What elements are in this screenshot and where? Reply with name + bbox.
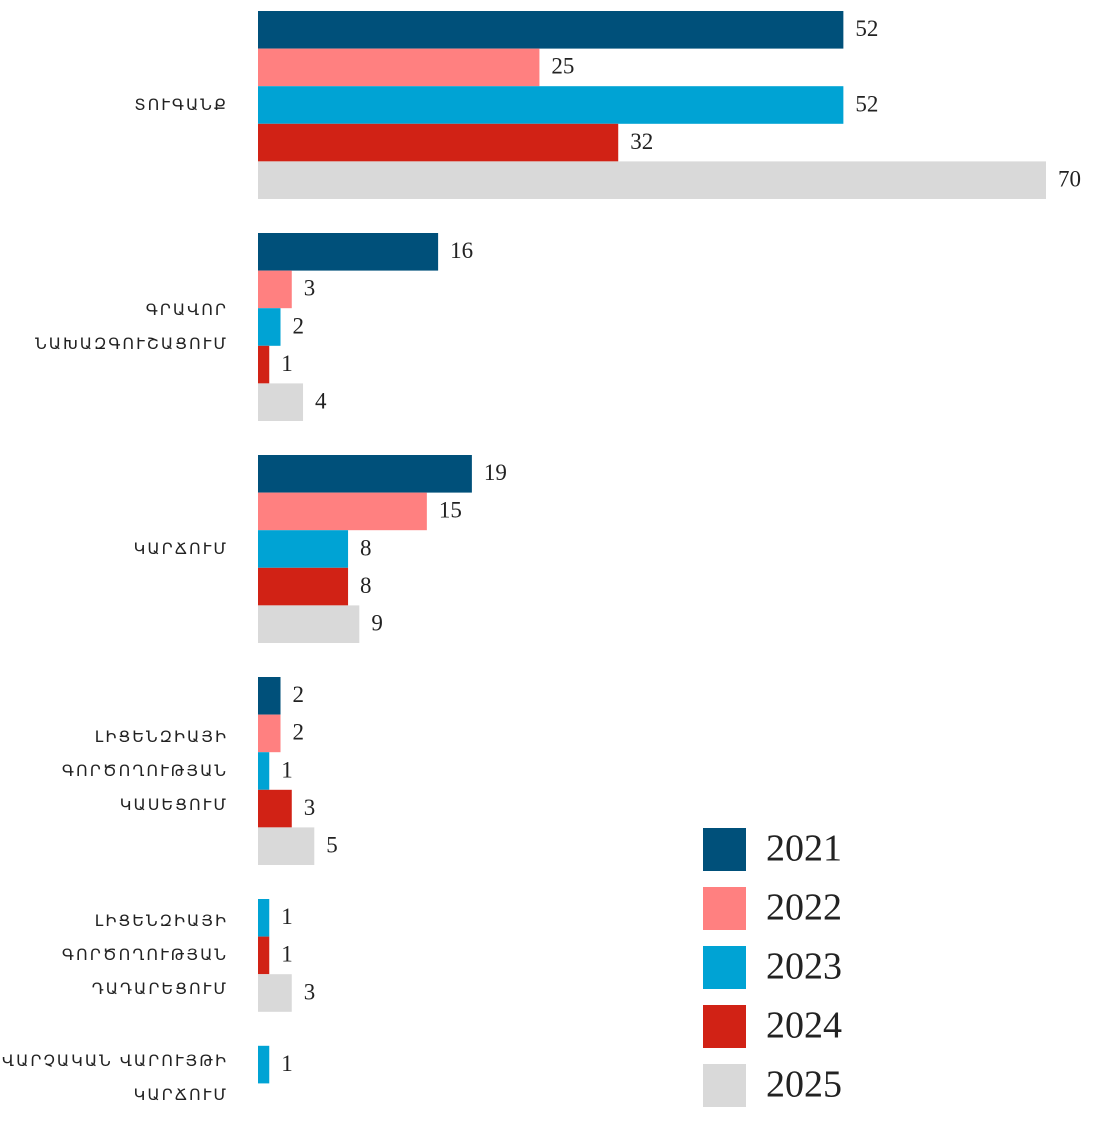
category-label: ՏՈՒԳԱՆՔ: [134, 95, 228, 114]
legend-label: 2025: [766, 1064, 842, 1106]
legend-label: 2022: [766, 887, 842, 929]
legend-swatch: [703, 828, 746, 871]
bar: [258, 11, 844, 49]
legend-swatch: [703, 946, 746, 989]
bar: [258, 974, 292, 1012]
value-label: 16: [450, 238, 473, 263]
bar: [258, 161, 1046, 199]
bar: [258, 899, 270, 937]
legend-label: 2024: [766, 1005, 842, 1047]
bar: [258, 233, 439, 271]
value-label: 1: [281, 904, 293, 929]
value-label: 4: [315, 388, 327, 413]
bar: [258, 123, 619, 162]
bar: [258, 714, 281, 753]
category-label: ԳՐԱՎՈՐ ՆԱԽԱԶԳՈՒՇԱՑՈՒՄ: [35, 300, 228, 353]
bar: [258, 530, 349, 568]
bar: [258, 789, 292, 828]
value-label: 3: [304, 795, 316, 820]
value-label: 32: [630, 129, 653, 154]
value-label: 1: [281, 1051, 293, 1076]
bar: [258, 752, 270, 790]
legend-swatch: [703, 887, 746, 930]
value-label: 52: [855, 91, 878, 116]
value-label: 15: [439, 498, 462, 523]
category-label: ԼԻՑԵՆԶԻԱՅԻ ԳՈՐԾՈՂՈՒԹՅԱՆ ԴԱԴԱՐԵՑՈՒՄ: [61, 911, 228, 999]
value-label: 8: [360, 535, 372, 560]
bar: [258, 270, 292, 309]
bar: [258, 455, 472, 493]
value-label: 70: [1058, 166, 1081, 191]
value-label: 25: [551, 54, 574, 79]
value-label: 2: [293, 720, 305, 745]
legend-label: 2023: [766, 946, 842, 988]
category-label: ՎԱՐՉԱԿԱՆ ՎԱՐՈՒՅԹԻ ԿԱՐՃՈՒՄ: [2, 1050, 228, 1104]
legend-swatch: [703, 1064, 746, 1107]
category-label: ԿԱՐՃՈՒՄ: [133, 539, 228, 558]
bar: [258, 86, 844, 124]
bar: [258, 308, 281, 346]
value-label: 5: [326, 832, 338, 857]
bar: [258, 1045, 270, 1084]
value-label: 2: [293, 313, 305, 338]
bar: [258, 492, 427, 531]
legend-label: 2021: [766, 828, 842, 870]
bar: [258, 567, 349, 606]
value-label: 9: [371, 610, 383, 635]
bar: [258, 383, 304, 421]
bar: [258, 345, 270, 384]
bar: [258, 605, 360, 643]
bar: [258, 48, 540, 87]
value-label: 52: [855, 16, 878, 41]
value-label: 19: [484, 460, 507, 485]
bar: [258, 677, 281, 715]
value-label: 3: [304, 276, 316, 301]
bar: [258, 827, 315, 865]
value-label: 2: [293, 682, 305, 707]
value-label: 3: [304, 979, 316, 1004]
bar: [258, 936, 270, 975]
value-label: 1: [281, 942, 293, 967]
legend-swatch: [703, 1005, 746, 1048]
category-label: ԼԻՑԵՆԶԻԱՅԻ ԳՈՐԾՈՂՈՒԹՅԱՆ ԿԱՍԵՑՈՒՄ: [61, 727, 228, 814]
value-label: 1: [281, 351, 293, 376]
value-label: 8: [360, 573, 372, 598]
value-label: 1: [281, 757, 293, 782]
